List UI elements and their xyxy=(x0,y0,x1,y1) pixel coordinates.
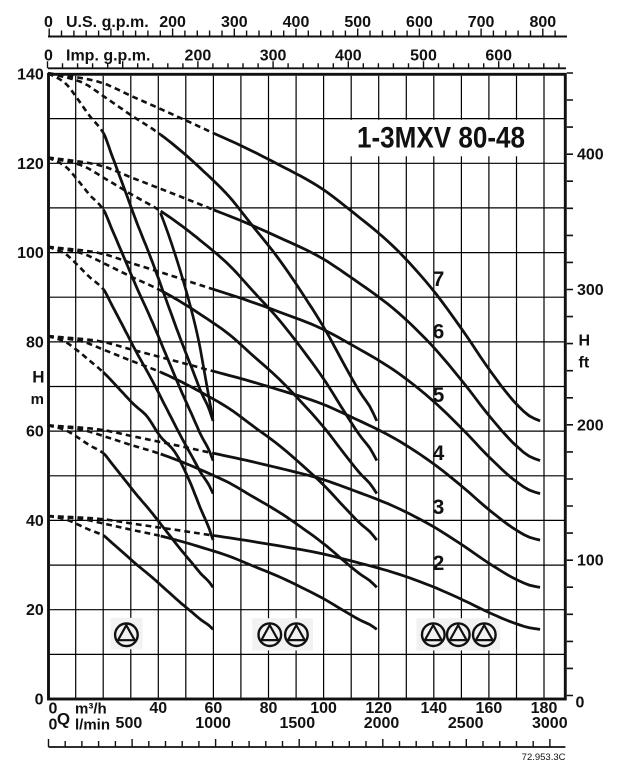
svg-text:U.S. g.p.m.: U.S. g.p.m. xyxy=(66,14,149,31)
svg-text:l/min: l/min xyxy=(75,717,110,734)
svg-text:600: 600 xyxy=(485,48,512,65)
svg-text:2500: 2500 xyxy=(448,715,484,732)
svg-text:3: 3 xyxy=(433,496,445,519)
svg-text:5: 5 xyxy=(433,384,445,407)
svg-text:40: 40 xyxy=(26,513,44,530)
svg-text:100: 100 xyxy=(577,553,604,570)
svg-text:80: 80 xyxy=(260,700,278,717)
svg-text:80: 80 xyxy=(26,334,44,351)
svg-text:180: 180 xyxy=(531,700,558,717)
svg-text:3000: 3000 xyxy=(532,715,568,732)
svg-text:0: 0 xyxy=(35,692,44,709)
svg-text:ft: ft xyxy=(579,355,590,372)
svg-text:0: 0 xyxy=(49,701,58,718)
svg-text:Q: Q xyxy=(57,710,70,729)
svg-text:400: 400 xyxy=(577,147,604,164)
svg-text:H: H xyxy=(579,333,591,350)
svg-text:500: 500 xyxy=(116,715,143,732)
svg-text:500: 500 xyxy=(410,48,437,65)
svg-text:2: 2 xyxy=(433,552,445,575)
svg-text:100: 100 xyxy=(17,245,44,262)
svg-text:120: 120 xyxy=(17,156,44,173)
svg-text:4: 4 xyxy=(433,442,445,465)
svg-text:140: 140 xyxy=(17,67,44,84)
svg-text:H: H xyxy=(32,368,44,387)
svg-text:160: 160 xyxy=(476,700,503,717)
svg-text:0: 0 xyxy=(576,695,585,712)
svg-text:0: 0 xyxy=(49,717,58,734)
svg-text:800: 800 xyxy=(529,14,556,31)
svg-text:300: 300 xyxy=(577,282,604,299)
svg-text:40: 40 xyxy=(149,700,167,717)
svg-text:6: 6 xyxy=(433,321,445,344)
svg-text:2000: 2000 xyxy=(364,715,400,732)
svg-text:m: m xyxy=(31,391,44,408)
svg-text:1-3MXV 80-48: 1-3MXV 80-48 xyxy=(357,122,525,155)
svg-text:Imp. g.p.m.: Imp. g.p.m. xyxy=(66,48,150,65)
svg-text:100: 100 xyxy=(310,700,337,717)
svg-text:m³/h: m³/h xyxy=(75,701,107,718)
svg-text:60: 60 xyxy=(26,424,44,441)
svg-text:200: 200 xyxy=(577,417,604,434)
svg-text:1000: 1000 xyxy=(195,715,231,732)
svg-text:120: 120 xyxy=(365,700,392,717)
svg-text:200: 200 xyxy=(159,14,186,31)
svg-text:72.953.3C: 72.953.3C xyxy=(522,752,566,763)
svg-text:1500: 1500 xyxy=(280,715,316,732)
svg-text:300: 300 xyxy=(260,48,287,65)
svg-text:500: 500 xyxy=(344,14,371,31)
svg-text:200: 200 xyxy=(185,48,212,65)
svg-text:20: 20 xyxy=(26,602,44,619)
svg-text:400: 400 xyxy=(283,14,310,31)
svg-text:7: 7 xyxy=(433,268,445,291)
svg-text:0: 0 xyxy=(44,48,53,65)
svg-text:60: 60 xyxy=(205,700,223,717)
svg-text:140: 140 xyxy=(420,700,447,717)
svg-text:600: 600 xyxy=(406,14,433,31)
svg-text:400: 400 xyxy=(335,48,362,65)
svg-text:300: 300 xyxy=(221,14,248,31)
svg-text:0: 0 xyxy=(44,14,53,31)
svg-text:700: 700 xyxy=(468,14,495,31)
